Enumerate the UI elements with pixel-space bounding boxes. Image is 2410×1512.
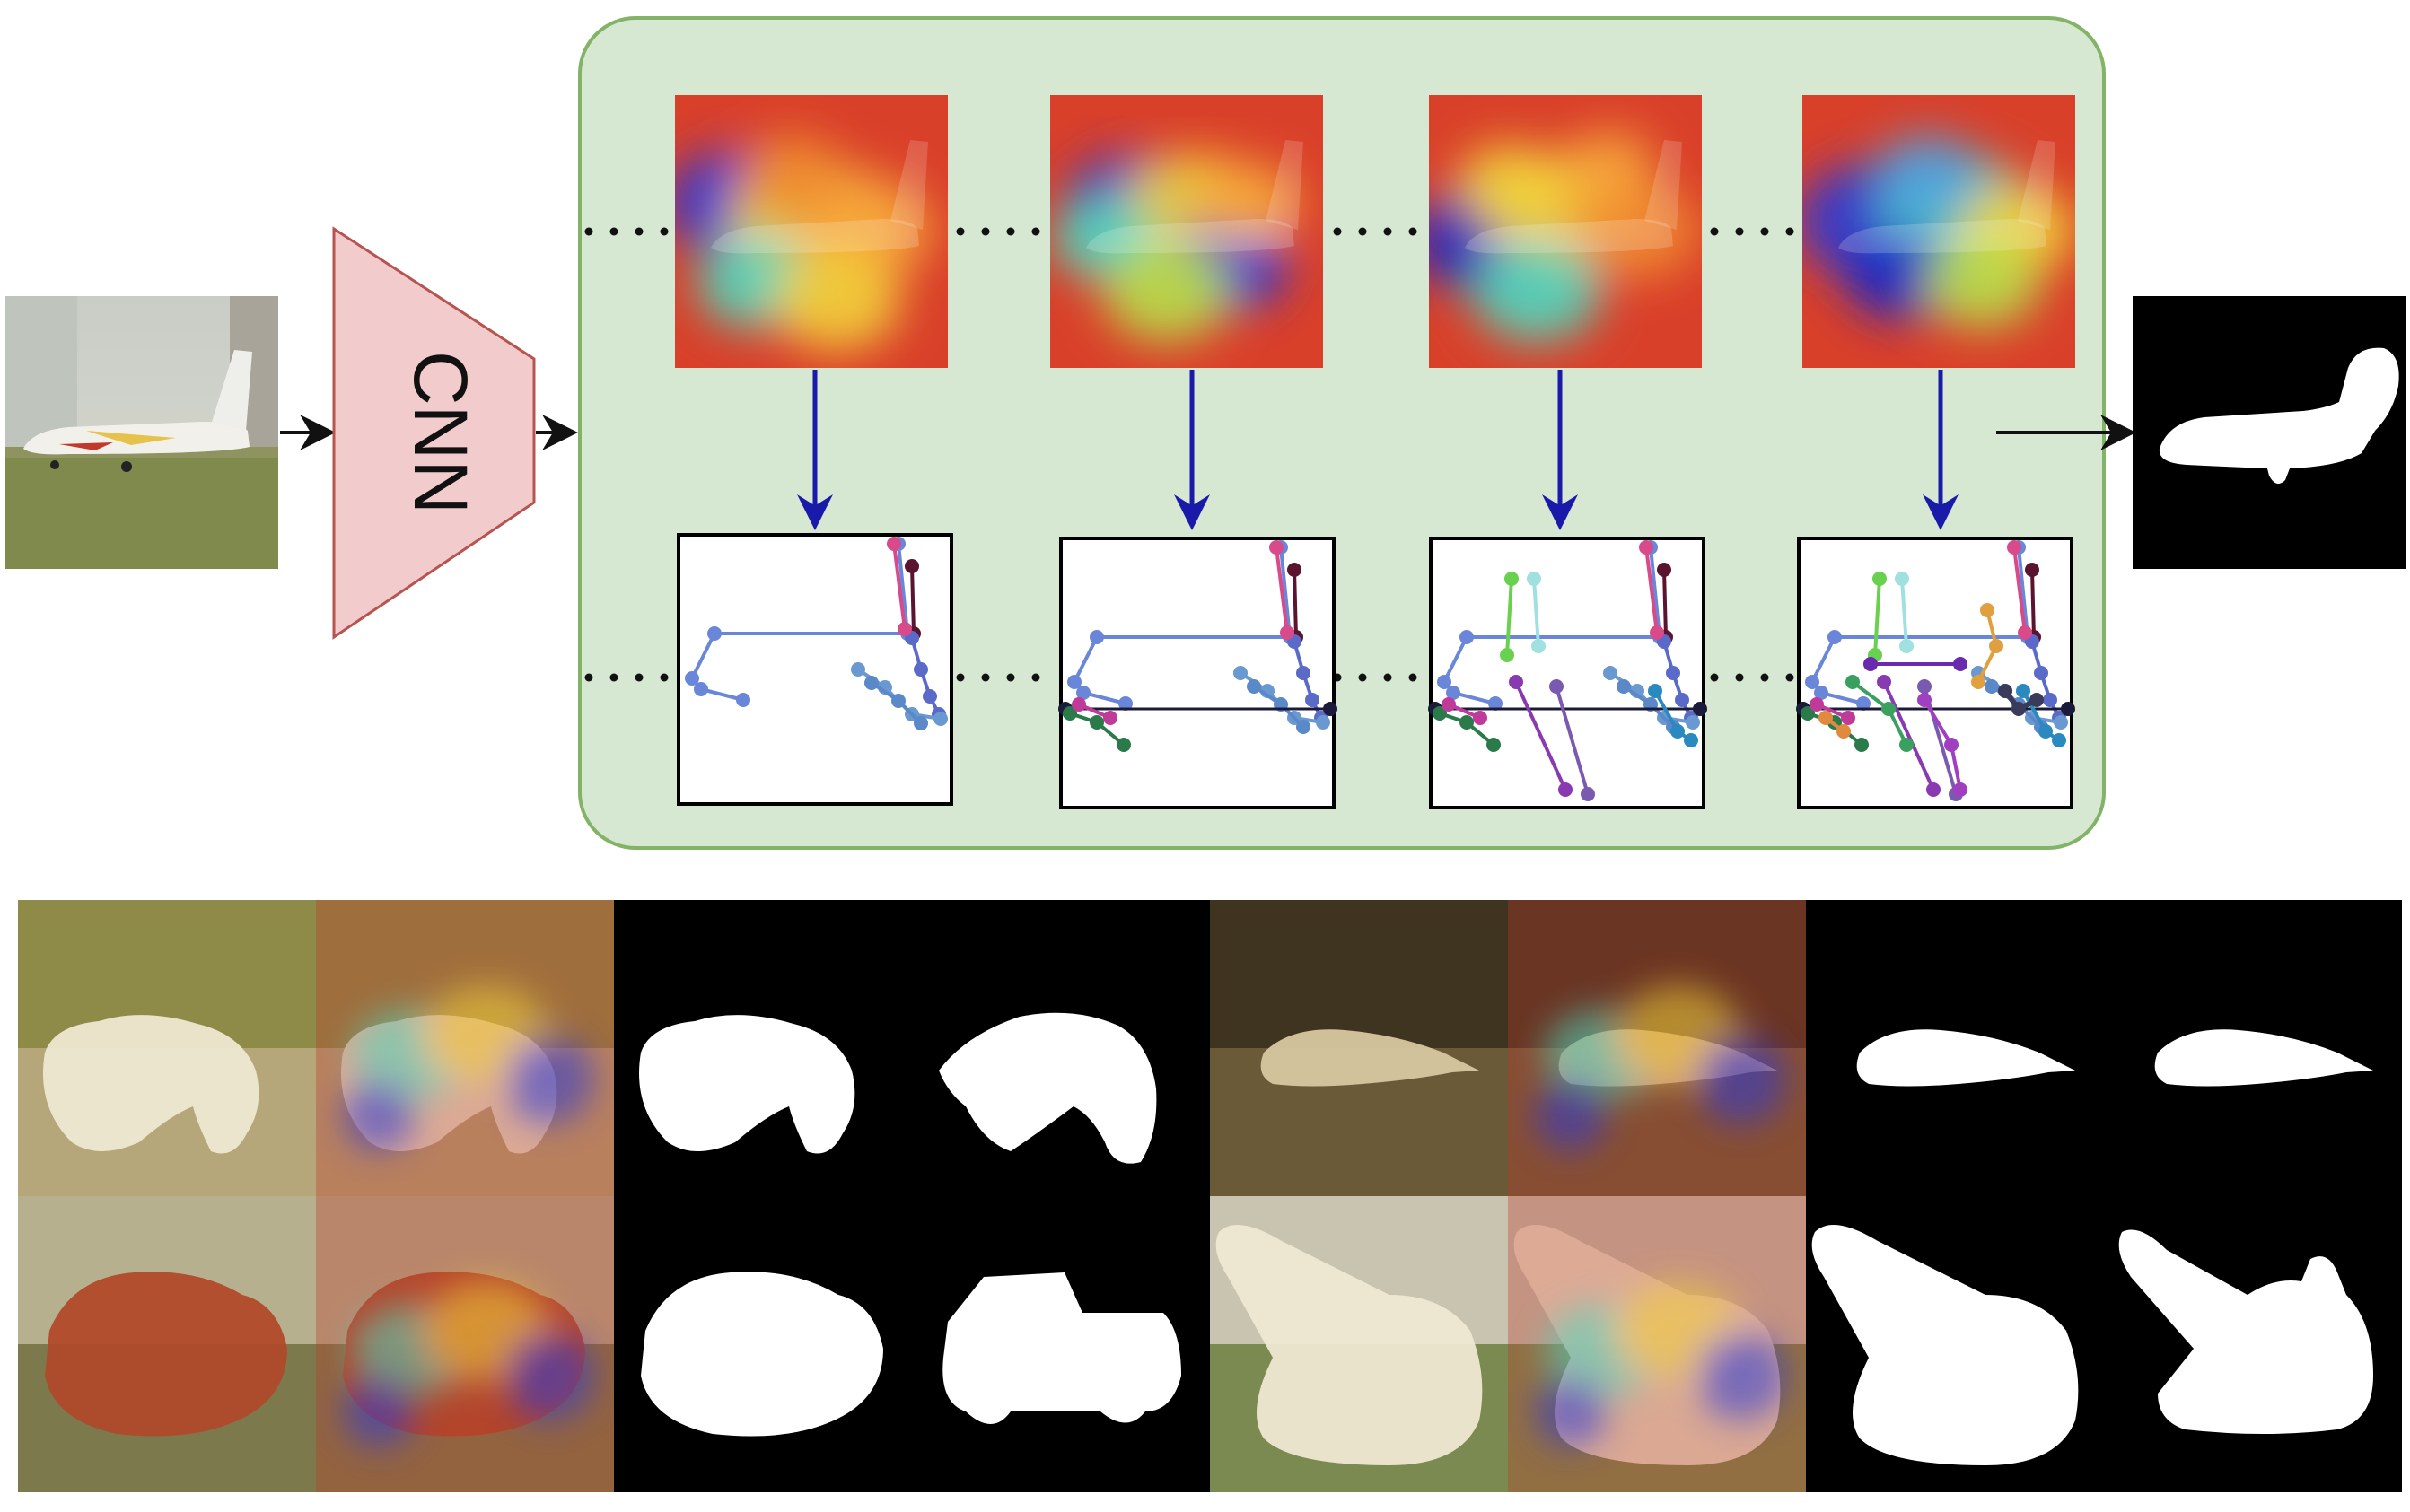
- tank-heatmap-overlay: [1508, 1196, 1806, 1492]
- polar-bear-photo: [18, 900, 316, 1196]
- keypoint-graph-1: [677, 533, 953, 806]
- attention-heatmap-3: [1429, 95, 1702, 368]
- tank-ground-truth-mask: [2104, 1196, 2402, 1492]
- hammerhead-shark-heatmap-overlay: [1508, 900, 1806, 1196]
- tank-photo: [1210, 1196, 1508, 1492]
- hammerhead-shark-ground-truth-mask: [2104, 900, 2402, 1196]
- polar-bear-heatmap-overlay: [316, 900, 614, 1196]
- polar-bear-predicted-mask: [614, 900, 912, 1196]
- cnn-label: CNN: [399, 351, 483, 514]
- hammerhead-shark-photo: [1210, 900, 1508, 1196]
- hammerhead-shark-predicted-mask: [1806, 900, 2104, 1196]
- cnn-encoder: CNN: [332, 226, 536, 640]
- attention-heatmap-4: [1802, 95, 2075, 368]
- keypoint-graph-2: [1058, 537, 1337, 809]
- attention-heatmap-1: [675, 95, 948, 368]
- pickup-truck-ground-truth-mask: [912, 1196, 1210, 1492]
- keypoint-graph-4: [1796, 537, 2075, 809]
- tank-predicted-mask: [1806, 1196, 2104, 1492]
- pickup-truck-photo: [18, 1196, 316, 1492]
- pickup-truck-predicted-mask: [614, 1196, 912, 1492]
- keypoint-graph-3: [1428, 537, 1707, 809]
- pickup-truck-heatmap-overlay: [316, 1196, 614, 1492]
- output-mask-airplane: [2133, 296, 2406, 569]
- attention-heatmap-2: [1050, 95, 1323, 368]
- polar-bear-ground-truth-mask: [912, 900, 1210, 1196]
- dotted-connectors: [584, 227, 1794, 682]
- input-image-airplane: [5, 296, 278, 569]
